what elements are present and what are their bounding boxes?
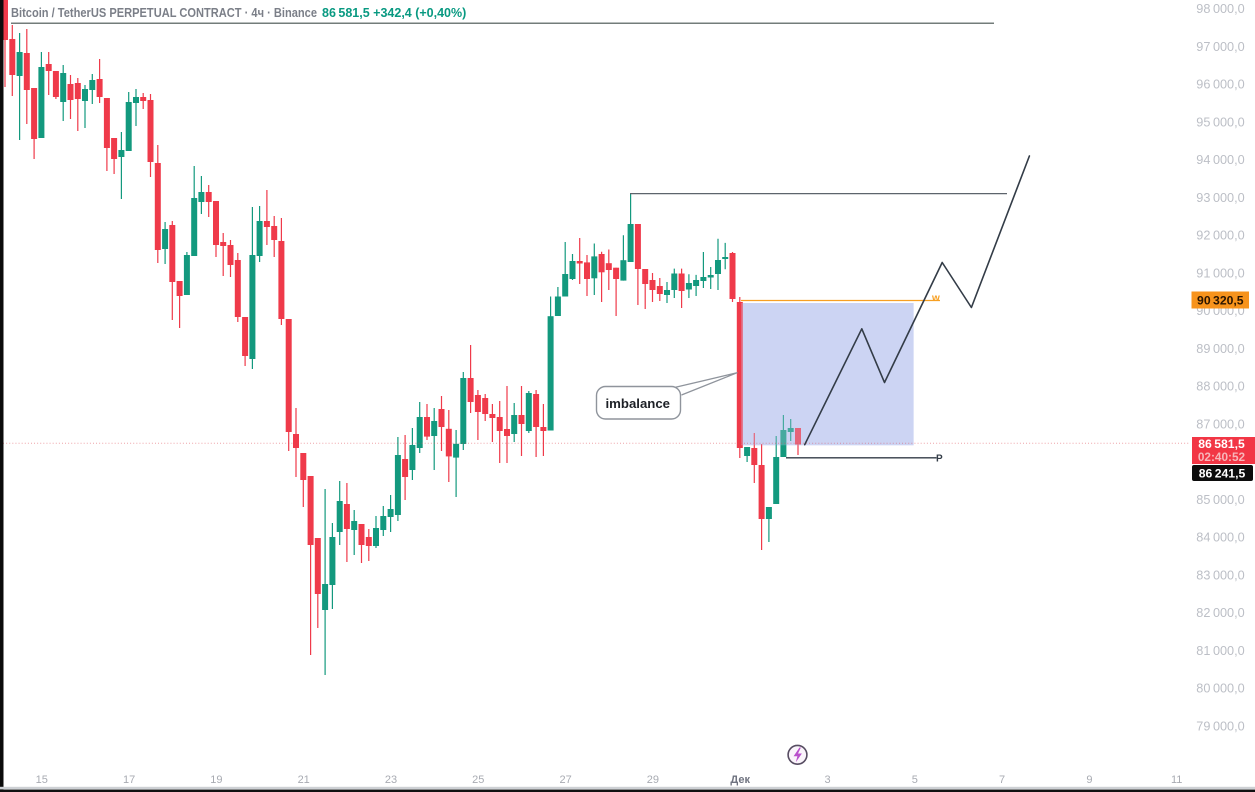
svg-text:imbalance: imbalance: [606, 396, 671, 411]
svg-text:83 000,0: 83 000,0: [1196, 568, 1244, 582]
svg-text:17: 17: [123, 774, 135, 786]
svg-text:81 000,0: 81 000,0: [1196, 644, 1244, 658]
svg-text:21: 21: [298, 774, 310, 786]
svg-text:92 000,0: 92 000,0: [1196, 229, 1244, 243]
svg-text:90 320,5: 90 320,5: [1197, 294, 1244, 308]
svg-text:19: 19: [210, 774, 222, 786]
svg-text:Дек: Дек: [730, 774, 750, 786]
svg-text:91 000,0: 91 000,0: [1196, 266, 1244, 280]
svg-text:3: 3: [824, 774, 830, 786]
svg-text:P: P: [936, 454, 943, 465]
svg-text:79 000,0: 79 000,0: [1196, 719, 1244, 733]
svg-text:82 000,0: 82 000,0: [1196, 606, 1244, 620]
svg-text:95 000,0: 95 000,0: [1196, 115, 1244, 129]
svg-text:86 581,5: 86 581,5: [1198, 437, 1245, 451]
svg-text:80 000,0: 80 000,0: [1196, 682, 1244, 696]
svg-text:02:40:52: 02:40:52: [1198, 450, 1246, 464]
svg-text:25: 25: [472, 774, 484, 786]
svg-text:Bitcoin / TetherUS PERPETUAL C: Bitcoin / TetherUS PERPETUAL CONTRACT · …: [11, 6, 317, 20]
svg-text:15: 15: [36, 774, 48, 786]
svg-text:29: 29: [647, 774, 659, 786]
svg-text:87 000,0: 87 000,0: [1196, 417, 1244, 431]
svg-text:7: 7: [999, 774, 1005, 786]
svg-text:23: 23: [385, 774, 397, 786]
svg-text:84 000,0: 84 000,0: [1196, 531, 1244, 545]
svg-text:88 000,0: 88 000,0: [1196, 380, 1244, 394]
svg-text:98 000,0: 98 000,0: [1196, 2, 1244, 16]
svg-text:97 000,0: 97 000,0: [1196, 40, 1244, 54]
svg-text:94 000,0: 94 000,0: [1196, 153, 1244, 167]
svg-text:5: 5: [912, 774, 918, 786]
svg-text:11: 11: [1171, 774, 1182, 786]
svg-text:86 241,5: 86 241,5: [1199, 467, 1246, 481]
svg-text:85 000,0: 85 000,0: [1196, 493, 1244, 507]
svg-text:9: 9: [1086, 774, 1092, 786]
svg-text:89 000,0: 89 000,0: [1196, 342, 1244, 356]
svg-text:27: 27: [559, 774, 571, 786]
svg-text:86 581,5 +342,4 (+0,40%): 86 581,5 +342,4 (+0,40%): [322, 6, 466, 20]
svg-text:96 000,0: 96 000,0: [1196, 78, 1244, 92]
svg-text:w: w: [931, 293, 940, 304]
svg-text:93 000,0: 93 000,0: [1196, 191, 1244, 205]
